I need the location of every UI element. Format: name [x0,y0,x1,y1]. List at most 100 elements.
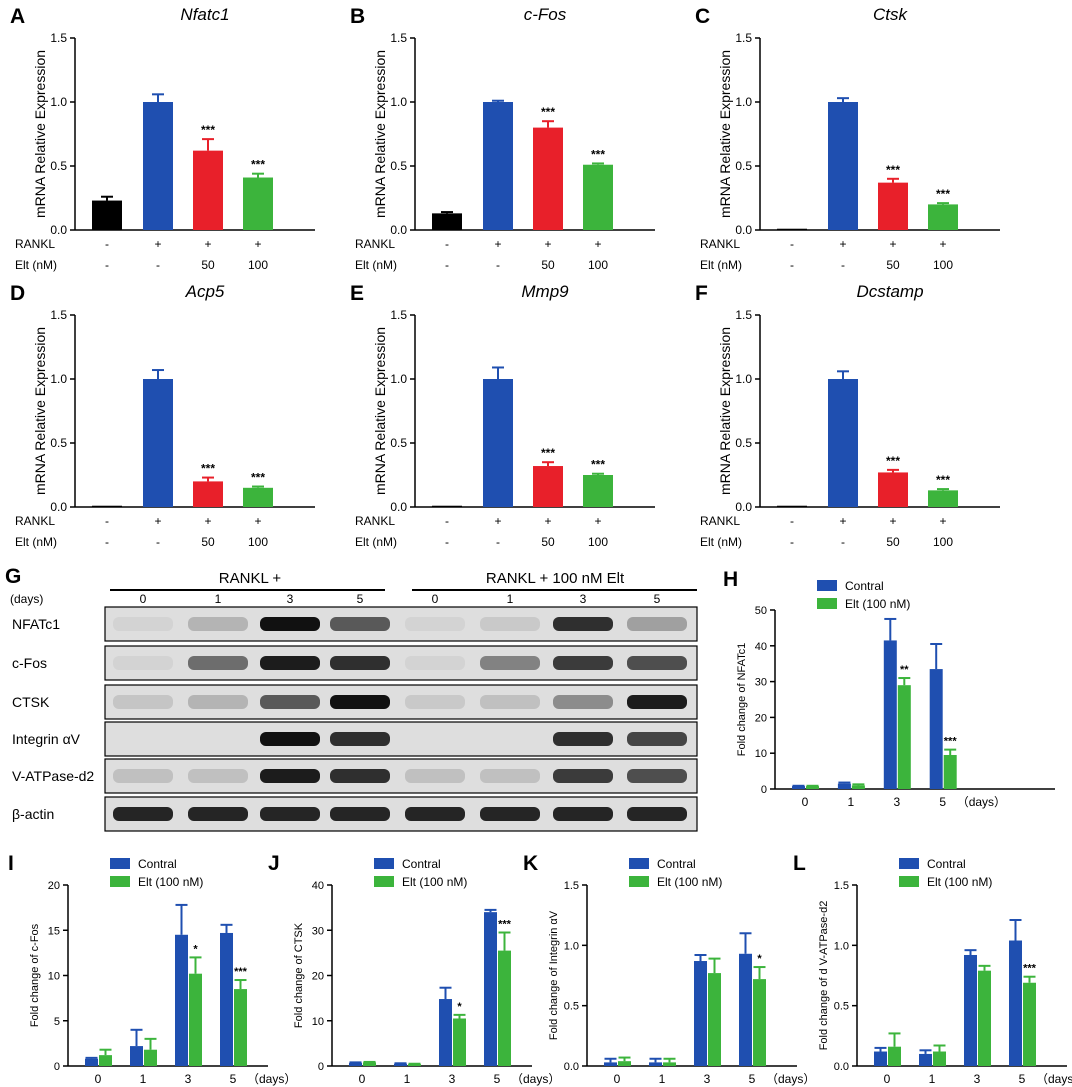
y-tick-label: 30 [312,925,324,937]
bar [708,973,721,1066]
treatment-symbol: 100 [588,258,608,272]
treatment-symbol: - [156,258,160,272]
treatment-symbol: - [790,535,794,549]
blot-row-label: β-actin [12,806,54,822]
panel-g-blot: G RANKL + RANKL + 100 nM Elt (days) 0 1 3 5 0 1 3 5… [5,565,698,832]
lane-day-label: 1 [215,592,222,606]
blot-band [627,656,687,670]
y-tick-label: 1.0 [390,95,407,109]
treatment-symbol: - [790,237,794,251]
blot-band [260,807,320,821]
treatment-symbol: + [154,237,161,251]
bar [533,127,563,230]
legend-label: Contral [138,857,177,871]
blot-band [330,732,390,746]
bar [92,505,122,507]
bar [408,1064,421,1066]
days-label: (days) [10,592,43,606]
y-tick-label: 1.5 [390,31,407,45]
y-tick-label: 5 [54,1016,60,1028]
bar [483,102,513,230]
panel-letter: K [523,852,538,875]
blot-band [260,695,320,709]
treatment-symbol: - [105,258,109,272]
y-tick-label: 20 [48,880,60,892]
bar [851,785,865,789]
bar [878,472,908,507]
bar [143,379,173,507]
panel-title: Nfatc1 [180,5,229,24]
y-tick-label: 0.0 [735,223,752,237]
legend-label: Elt (100 nM) [657,875,722,889]
blot-row-label: CTSK [12,694,50,710]
bar [878,182,908,230]
bar [243,487,273,507]
y-tick-label: 0.0 [50,500,67,514]
significance-label: *** [591,147,605,161]
blot-band [405,656,465,670]
blot-strip [104,684,698,720]
legend-swatch-control [899,858,919,869]
significance-label: ** [900,664,909,676]
blot-band [405,695,465,709]
blot-band [553,769,613,783]
bar [234,989,247,1066]
y-tick-label: 1.5 [564,880,579,892]
y-axis-label: mRNA Relative Expression [717,50,733,218]
blot-band [553,807,613,821]
panel-l: L Contral Elt (100 nM) 0.0 0.5 1.0 1.5 Fold cha… [793,852,1072,1086]
significance-label: *** [201,462,215,476]
y-tick-label: 1.5 [50,31,67,45]
row-label-rankl: RANKL [355,237,395,251]
lane-day-label: 0 [140,592,147,606]
x-tick-label: 1 [848,795,855,809]
significance-label: *** [541,446,555,460]
y-tick-label: 0.5 [834,1001,849,1013]
blot-band [627,807,687,821]
treatment-symbol: - [105,237,109,251]
bar [432,213,462,230]
legend-swatch-elt [110,876,130,887]
panel-title: c-Fos [524,5,567,24]
treatment-symbol: - [445,237,449,251]
legend-swatch-control [374,858,394,869]
treatment-symbol: - [496,258,500,272]
blot-band [627,732,687,746]
treatment-symbol: - [445,514,449,528]
row-label-rankl: RANKL [15,237,55,251]
treatment-symbol: + [594,237,601,251]
blot-band [188,656,248,670]
blot-band [330,656,390,670]
significance-label: *** [251,158,265,172]
legend-swatch-elt [817,598,837,609]
blot-band [260,656,320,670]
lane-day-label: 5 [357,592,364,606]
treatment-symbol: - [156,535,160,549]
y-axis-label: mRNA Relative Expression [717,327,733,495]
blot-band [113,695,173,709]
y-tick-label: 30 [755,677,767,689]
blot-band [260,617,320,631]
row-label-rankl: RANKL [355,514,395,528]
row-label-elt: Elt (nM) [15,535,57,549]
bar [874,1051,887,1066]
blot-band [405,807,465,821]
bar [92,200,122,230]
panel-letter: H [723,568,738,591]
row-label-rankl: RANKL [700,514,740,528]
lane-day-label: 3 [287,592,294,606]
treatment-symbol: + [939,237,946,251]
treatment-symbol: + [544,237,551,251]
y-axis-label: Fold change of CTSK [293,922,305,1028]
x-tick-label: 0 [884,1072,891,1086]
y-axis-label: Fold change of c-Fos [29,923,41,1027]
significance-label: *** [498,919,512,931]
x-unit-label: （days） [957,795,1006,809]
blot-band [113,656,173,670]
blot-band [553,732,613,746]
y-axis-label: mRNA Relative Expression [32,327,48,495]
bar [928,204,958,230]
x-tick-label: 3 [893,795,900,809]
